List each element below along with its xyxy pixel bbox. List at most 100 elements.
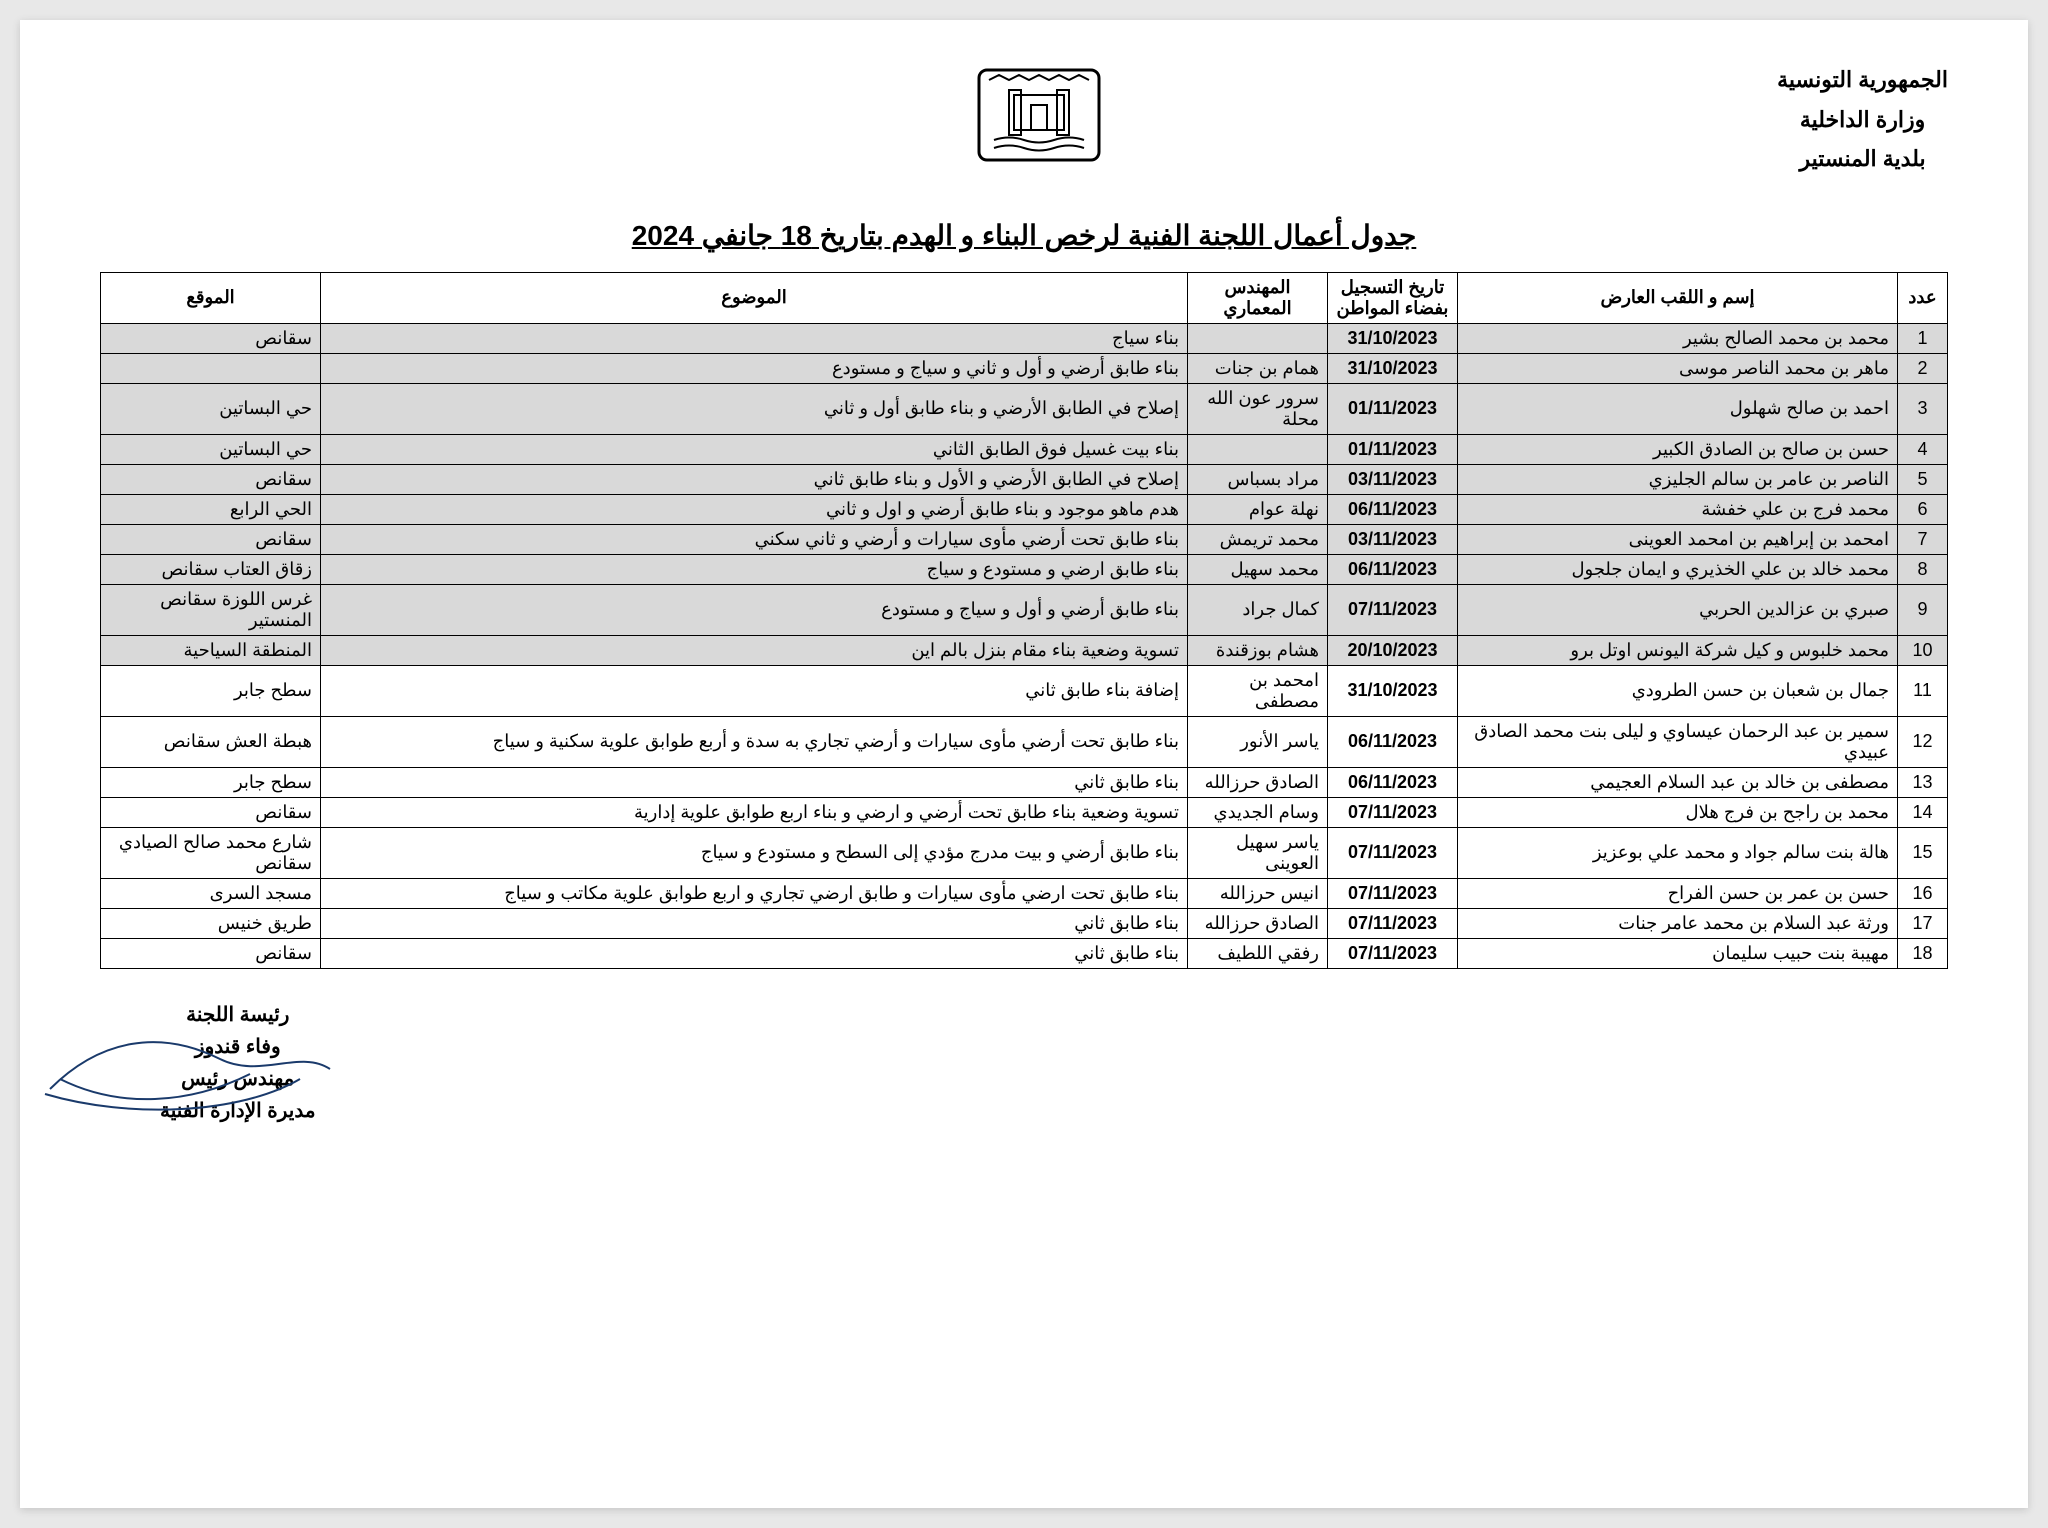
cell-num: 15 bbox=[1898, 827, 1948, 878]
cell-subject: إصلاح في الطابق الأرضي و بناء طابق أول و… bbox=[321, 383, 1188, 434]
cell-engineer: ياسر الأنور bbox=[1188, 716, 1328, 767]
signature-text: رئيسة اللجنة وفاء قندوز مهندس رئيس مديرة… bbox=[160, 999, 316, 1127]
cell-location: سقانص bbox=[101, 464, 321, 494]
cell-location: حي البساتين bbox=[101, 434, 321, 464]
cell-date: 07/11/2023 bbox=[1328, 938, 1458, 968]
col-header-location: الموقع bbox=[101, 272, 321, 323]
cell-name: محمد فرج بن علي خفشة bbox=[1458, 494, 1898, 524]
cell-num: 4 bbox=[1898, 434, 1948, 464]
cell-num: 10 bbox=[1898, 635, 1948, 665]
document-page: الجمهورية التونسية وزارة الداخلية بلدية … bbox=[20, 20, 2028, 1508]
table-row: 15هالة بنت سالم جواد و محمد علي بوعزيز07… bbox=[101, 827, 1948, 878]
table-row: 2ماهر بن محمد الناصر موسى31/10/2023همام … bbox=[101, 353, 1948, 383]
cell-date: 07/11/2023 bbox=[1328, 827, 1458, 878]
table-row: 6محمد فرج بن علي خفشة06/11/2023نهلة عوام… bbox=[101, 494, 1948, 524]
cell-engineer: امحمد بن مصطفى bbox=[1188, 665, 1328, 716]
cell-name: هالة بنت سالم جواد و محمد علي بوعزيز bbox=[1458, 827, 1898, 878]
col-header-name: إسم و اللقب العارض bbox=[1458, 272, 1898, 323]
cell-location: سطح جابر bbox=[101, 665, 321, 716]
cell-name: مهيبة بنت حبيب سليمان bbox=[1458, 938, 1898, 968]
document-header: الجمهورية التونسية وزارة الداخلية بلدية … bbox=[100, 60, 1948, 179]
cell-name: محمد خالد بن علي الخذيري و ايمان جلجول bbox=[1458, 554, 1898, 584]
cell-engineer bbox=[1188, 434, 1328, 464]
cell-location bbox=[101, 353, 321, 383]
cell-num: 8 bbox=[1898, 554, 1948, 584]
cell-num: 12 bbox=[1898, 716, 1948, 767]
cell-num: 11 bbox=[1898, 665, 1948, 716]
table-row: 7امحمد بن إبراهيم بن امحمد العوينى03/11/… bbox=[101, 524, 1948, 554]
cell-num: 1 bbox=[1898, 323, 1948, 353]
table-row: 17ورثة عبد السلام بن محمد عامر جنات07/11… bbox=[101, 908, 1948, 938]
cell-name: صبري بن عزالدين الحربي bbox=[1458, 584, 1898, 635]
cell-subject: بناء طابق أرضي و أول و ثاني و سياج و مست… bbox=[321, 353, 1188, 383]
table-body: 1محمد بن محمد الصالح بشير31/10/2023 بناء … bbox=[101, 323, 1948, 968]
cell-date: 06/11/2023 bbox=[1328, 554, 1458, 584]
cell-engineer: انيس حرزالله bbox=[1188, 878, 1328, 908]
table-row: 12سمير بن عبد الرحمان عيساوي و ليلى بنت … bbox=[101, 716, 1948, 767]
cell-engineer: ياسر سهيل العوينى bbox=[1188, 827, 1328, 878]
signature-mark-icon bbox=[40, 1019, 340, 1119]
col-header-subject: الموضوع bbox=[321, 272, 1188, 323]
col-header-engineer: المهندس المعماري bbox=[1188, 272, 1328, 323]
cell-subject: بناء طابق ثاني bbox=[321, 938, 1188, 968]
cell-name: محمد بن محمد الصالح بشير bbox=[1458, 323, 1898, 353]
table-row: 1محمد بن محمد الصالح بشير31/10/2023بناء … bbox=[101, 323, 1948, 353]
cell-location: سقانص bbox=[101, 938, 321, 968]
table-row: 10محمد خلبوس و كيل شركة اليونس اوتل برو2… bbox=[101, 635, 1948, 665]
cell-location: سقانص bbox=[101, 323, 321, 353]
cell-num: 18 bbox=[1898, 938, 1948, 968]
cell-engineer: مراد بسباس bbox=[1188, 464, 1328, 494]
cell-location: الحي الرابع bbox=[101, 494, 321, 524]
cell-num: 17 bbox=[1898, 908, 1948, 938]
cell-num: 6 bbox=[1898, 494, 1948, 524]
cell-engineer: همام بن جنات bbox=[1188, 353, 1328, 383]
document-title: جدول أعمال اللجنة الفنية لرخص البناء و ا… bbox=[100, 219, 1948, 252]
cell-subject: بناء طابق تحت ارضي مأوى سيارات و طابق ار… bbox=[321, 878, 1188, 908]
cell-num: 3 bbox=[1898, 383, 1948, 434]
cell-date: 03/11/2023 bbox=[1328, 464, 1458, 494]
cell-date: 06/11/2023 bbox=[1328, 494, 1458, 524]
cell-name: امحمد بن إبراهيم بن امحمد العوينى bbox=[1458, 524, 1898, 554]
cell-num: 7 bbox=[1898, 524, 1948, 554]
cell-engineer: كمال جراد bbox=[1188, 584, 1328, 635]
cell-location: حي البساتين bbox=[101, 383, 321, 434]
cell-date: 01/11/2023 bbox=[1328, 383, 1458, 434]
ministry-line: وزارة الداخلية bbox=[1777, 100, 1948, 140]
cell-location: شارع محمد صالح الصيادي سقانص bbox=[101, 827, 321, 878]
cell-subject: بناء طابق ثاني bbox=[321, 908, 1188, 938]
table-row: 16حسن بن عمر بن حسن الفراح07/11/2023انيس… bbox=[101, 878, 1948, 908]
cell-num: 2 bbox=[1898, 353, 1948, 383]
cell-subject: تسوية وضعية بناء طابق تحت أرضي و ارضي و … bbox=[321, 797, 1188, 827]
cell-name: سمير بن عبد الرحمان عيساوي و ليلى بنت مح… bbox=[1458, 716, 1898, 767]
cell-name: حسن بن صالح بن الصادق الكبير bbox=[1458, 434, 1898, 464]
cell-engineer: سرور عون الله محلة bbox=[1188, 383, 1328, 434]
cell-date: 03/11/2023 bbox=[1328, 524, 1458, 554]
cell-name: جمال بن شعبان بن حسن الطرودي bbox=[1458, 665, 1898, 716]
cell-subject: بناء طابق أرضي و بيت مدرج مؤدي إلى السطح… bbox=[321, 827, 1188, 878]
cell-date: 06/11/2023 bbox=[1328, 767, 1458, 797]
cell-name: حسن بن عمر بن حسن الفراح bbox=[1458, 878, 1898, 908]
cell-date: 31/10/2023 bbox=[1328, 353, 1458, 383]
cell-location: سقانص bbox=[101, 797, 321, 827]
cell-engineer: هشام بوزقندة bbox=[1188, 635, 1328, 665]
cell-date: 06/11/2023 bbox=[1328, 716, 1458, 767]
cell-location: سطح جابر bbox=[101, 767, 321, 797]
cell-num: 9 bbox=[1898, 584, 1948, 635]
table-row: 13مصطفى بن خالد بن عبد السلام العجيمي06/… bbox=[101, 767, 1948, 797]
cell-engineer: محمد تريمش bbox=[1188, 524, 1328, 554]
cell-engineer: الصادق حرزالله bbox=[1188, 767, 1328, 797]
cell-subject: إصلاح في الطابق الأرضي و الأول و بناء طا… bbox=[321, 464, 1188, 494]
cell-subject: بناء طابق تحت أرضي مأوى سيارات و أرضي و … bbox=[321, 524, 1188, 554]
cell-num: 5 bbox=[1898, 464, 1948, 494]
cell-engineer bbox=[1188, 323, 1328, 353]
cell-num: 16 bbox=[1898, 878, 1948, 908]
cell-subject: بناء طابق أرضي و أول و سياج و مستودع bbox=[321, 584, 1188, 635]
municipality-line: بلدية المنستير bbox=[1777, 139, 1948, 179]
cell-subject: بناء طابق ارضي و مستودع و سياج bbox=[321, 554, 1188, 584]
cell-date: 07/11/2023 bbox=[1328, 908, 1458, 938]
cell-location: المنطقة السياحية bbox=[101, 635, 321, 665]
cell-subject: إضافة بناء طابق ثاني bbox=[321, 665, 1188, 716]
cell-subject: بناء طابق ثاني bbox=[321, 767, 1188, 797]
table-row: 3احمد بن صالح شهلول01/11/2023سرور عون ال… bbox=[101, 383, 1948, 434]
cell-engineer: رفقي اللطيف bbox=[1188, 938, 1328, 968]
